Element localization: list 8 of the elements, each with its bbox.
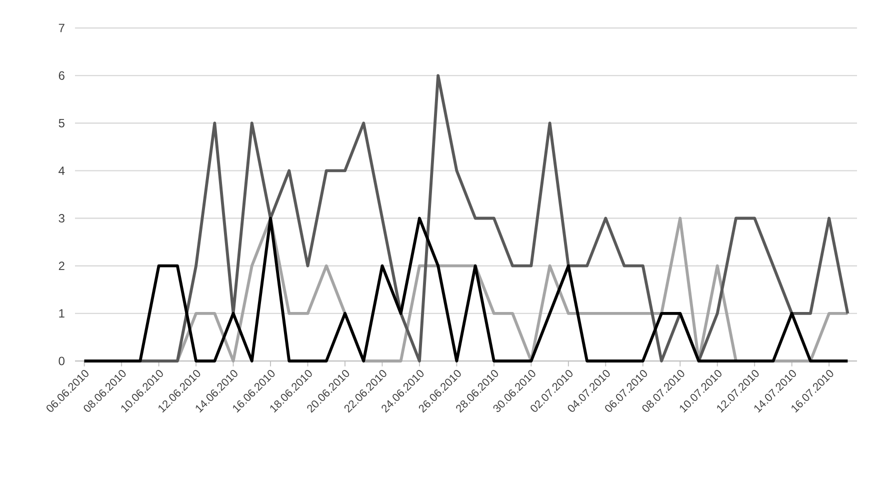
- y-tick-label: 7: [58, 24, 64, 32]
- y-tick-label: 3: [58, 214, 64, 223]
- y-tick-label: 4: [58, 166, 65, 175]
- y-tick-label: 5: [58, 118, 64, 128]
- y-tick-label: 2: [58, 262, 64, 270]
- y-tick-label: 1: [59, 309, 64, 318]
- y-tick-label: 6: [58, 71, 64, 80]
- y-tick-label: 0: [58, 356, 64, 366]
